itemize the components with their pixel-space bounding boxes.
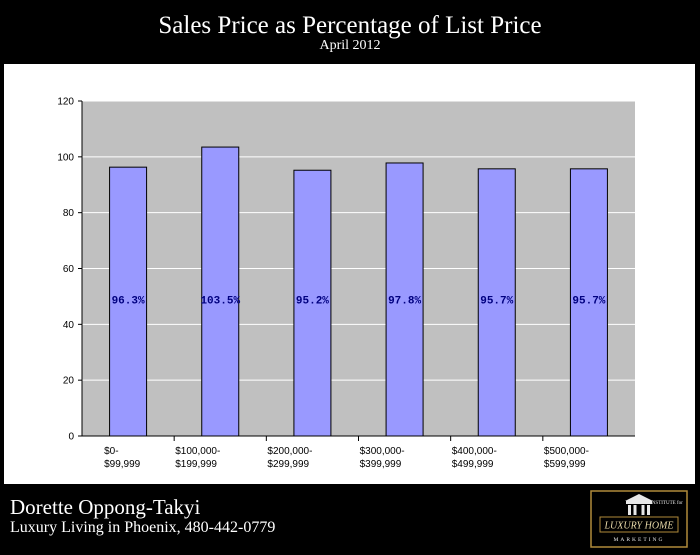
y-tick-label: 0 — [68, 432, 74, 443]
x-tick-label: $200,000- — [267, 446, 312, 457]
agent-tagline: Luxury Living in Phoenix, 480-442-0779 — [10, 519, 276, 536]
x-tick-label: $499,999 — [452, 459, 494, 470]
data-label: 95.7% — [480, 296, 513, 308]
data-label: 103.5% — [200, 296, 240, 308]
x-tick-label: $0- — [104, 446, 118, 457]
bar — [201, 146, 240, 437]
y-tick-label: 120 — [57, 97, 74, 108]
chart-panel: 0 20 40 60 80 100 120 96.3% $0- $99,999 103.5% $100… — [4, 64, 695, 484]
x-tick-label: $400,000- — [452, 446, 497, 457]
y-tick-label: 40 — [63, 320, 75, 331]
chart-title: Sales Price as Percentage of List Price — [158, 12, 542, 39]
x-tick-label: $199,999 — [175, 459, 217, 470]
institute-logo: THE INSTITUTE for LUXURY HOME MARKETING — [590, 490, 688, 548]
x-tick-label: $500,000- — [544, 446, 589, 457]
data-label: 97.8% — [388, 296, 421, 308]
x-tick-label: $399,999 — [360, 459, 402, 470]
bar-chart: 0 20 40 60 80 100 120 96.3% $0- $99,999 103.5% $100… — [57, 97, 635, 470]
y-tick-label: 60 — [63, 264, 75, 275]
logo-line-3: MARKETING — [614, 537, 665, 543]
y-tick-label: 80 — [63, 208, 75, 219]
y-tick-label: 20 — [63, 376, 75, 387]
bar — [477, 168, 516, 437]
x-tick-label: $599,999 — [544, 459, 586, 470]
x-tick-label: $99,999 — [104, 459, 141, 470]
logo-line-2: LUXURY HOME — [604, 521, 674, 532]
x-tick-label: $299,999 — [267, 459, 309, 470]
bar — [293, 169, 332, 437]
x-tick-label: $100,000- — [175, 446, 220, 457]
data-label: 95.2% — [296, 296, 329, 308]
chart-subtitle: April 2012 — [319, 38, 381, 53]
y-tick-label: 100 — [57, 152, 74, 163]
data-label: 96.3% — [112, 296, 145, 308]
bar — [385, 162, 424, 437]
logo-line-1: THE INSTITUTE for — [639, 501, 683, 506]
bar — [569, 168, 608, 437]
agent-name: Dorette Oppong-Takyi — [10, 495, 201, 519]
data-label: 95.7% — [572, 296, 605, 308]
x-tick-label: $300,000- — [360, 446, 405, 457]
